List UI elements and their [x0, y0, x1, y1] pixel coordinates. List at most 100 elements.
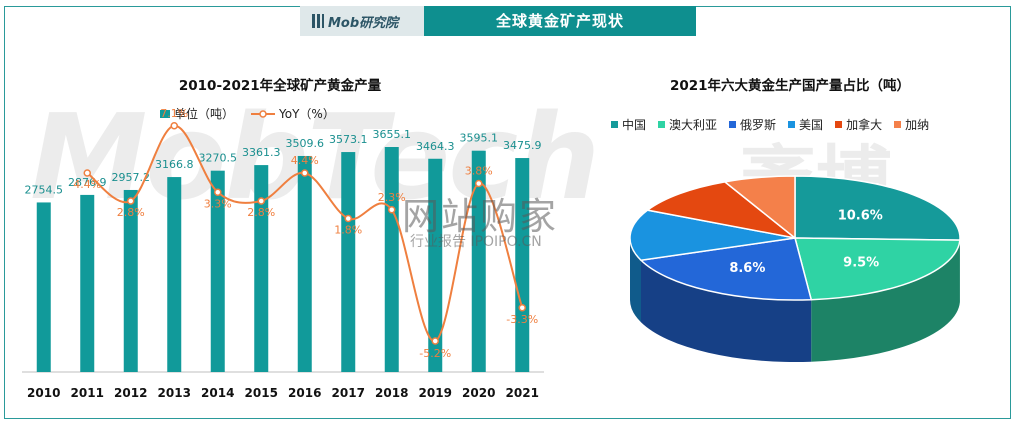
- x-tick-2015: 2015: [245, 386, 278, 400]
- yoy-label-2015: 2.8%: [247, 206, 275, 219]
- yoy-label-2021: -3.3%: [506, 313, 538, 326]
- pie-slice-俄罗斯: [639, 237, 813, 301]
- bar-2014: [210, 170, 225, 372]
- bar-2019: [428, 158, 443, 372]
- yoy-label-2016: 4.4%: [291, 154, 319, 167]
- bar-2012: [123, 189, 138, 372]
- yoy-point-2017: [344, 214, 352, 223]
- yoy-label-2018: 2.3%: [378, 191, 406, 204]
- x-tick-2014: 2014: [201, 386, 234, 400]
- pie-legend-swatch: [788, 121, 796, 128]
- yoy-label-2017: 1.8%: [334, 224, 362, 237]
- pie-slice-加拿大: [645, 181, 796, 239]
- legend-swatch-bar: [160, 109, 170, 118]
- bar-label-2017: 3573.1: [329, 133, 368, 146]
- pie-legend-item: 中国: [611, 116, 646, 133]
- pie-legend-label: 加纳: [905, 118, 930, 132]
- legend-swatch-line: [251, 109, 276, 118]
- bar-chart-legend: 单位（吨） YoY（%）: [160, 105, 351, 122]
- yoy-point-2021: [518, 304, 526, 312]
- pie-label-澳大利亚: 9.5%: [843, 255, 879, 270]
- pie-legend-item: 加拿大: [835, 116, 882, 133]
- pie-legend-label: 澳大利亚: [669, 118, 718, 132]
- logo-text: Mob研究院: [328, 15, 399, 31]
- pie-chart: 10.6% 9.5% 8.6%: [629, 175, 961, 362]
- yoy-point-2020: [475, 179, 483, 188]
- pie-legend-swatch: [894, 121, 902, 128]
- x-tick-2019: 2019: [419, 386, 452, 400]
- pie-chart-legend: 中国 澳大利亚 俄罗斯 美国 加拿大 加纳: [611, 116, 941, 133]
- pie-legend-label: 美国: [799, 118, 824, 132]
- pie-label-俄罗斯: 8.6%: [729, 261, 765, 276]
- x-tick-2021: 2021: [506, 386, 539, 400]
- bar-label-2016: 3509.6: [286, 137, 325, 150]
- yoy-point-2011: [83, 169, 91, 177]
- pie-slice-中国: [794, 175, 961, 241]
- legend-item-bar: 单位（吨）: [160, 105, 234, 122]
- bar-label-2018: 3655.1: [373, 128, 412, 141]
- x-tick-2017: 2017: [332, 386, 365, 400]
- pie-legend-label: 中国: [622, 118, 647, 132]
- legend-label-bar: 单位（吨）: [174, 107, 235, 121]
- bar-label-2014: 3270.5: [199, 152, 238, 165]
- pie-legend-item: 澳大利亚: [658, 116, 717, 133]
- page-title: 全球黄金矿产现状: [495, 12, 624, 30]
- watermark-site: 网站购家: [402, 195, 558, 238]
- pie-side-俄罗斯: [640, 260, 812, 362]
- bar-2015: [254, 165, 269, 372]
- bar-label-2021: 3475.9: [503, 139, 542, 152]
- yoy-point-2019: [431, 337, 439, 345]
- bar-label-2013: 3166.8: [155, 158, 194, 171]
- logo-icon: [312, 14, 324, 28]
- bar-2010: [36, 202, 51, 372]
- bar-label-2010: 2754.5: [25, 183, 64, 196]
- pie-legend-swatch: [729, 121, 737, 128]
- x-tick-2016: 2016: [288, 386, 321, 400]
- bar-label-2012: 2957.2: [112, 171, 151, 184]
- pie-legend-swatch: [611, 121, 618, 128]
- watermark-site-sub: 行业报告 IPOIPO.CN: [410, 234, 542, 250]
- pie-slice-加纳: [723, 175, 796, 240]
- legend-label-line: YoY（%）: [279, 107, 335, 121]
- header-bar: Mob研究院 全球黄金矿产现状: [300, 6, 696, 36]
- bar-label-2020: 3595.1: [460, 132, 499, 145]
- bar-2013: [167, 177, 182, 372]
- bar-2011: [80, 194, 95, 372]
- pie-legend-item: 美国: [788, 116, 823, 133]
- x-tick-2013: 2013: [158, 386, 191, 400]
- bar-2018: [384, 147, 399, 372]
- yoy-label-2011: 4.4%: [73, 178, 101, 191]
- bar-line-chart: 2754.5 2010 2876.9 2011 2957.2 2012 3166.8 2013…: [22, 107, 544, 400]
- bar-label-2011: 2876.9: [68, 176, 107, 189]
- pie-slice-美国: [629, 209, 796, 262]
- pie-slice-澳大利亚: [794, 237, 961, 301]
- x-tick-2020: 2020: [462, 386, 495, 400]
- yoy-point-2012: [127, 197, 135, 205]
- pie-legend-label: 加拿大: [846, 118, 883, 132]
- bar-label-2015: 3361.3: [242, 146, 281, 159]
- pie-legend-item: 俄罗斯: [729, 116, 776, 133]
- yoy-label-2012: 2.8%: [117, 206, 145, 219]
- yoy-label-2013: 7.1%: [160, 107, 188, 120]
- pie-legend-item: 加纳: [894, 116, 929, 133]
- bar-2017: [341, 152, 356, 372]
- pie-legend-swatch: [658, 121, 666, 128]
- x-tick-2012: 2012: [114, 386, 147, 400]
- yoy-point-2016: [301, 169, 309, 177]
- pie-side-美国: [630, 238, 641, 323]
- yoy-label-2014: 3.3%: [204, 197, 232, 210]
- x-tick-2011: 2011: [71, 386, 104, 400]
- pie-side-澳大利亚: [811, 240, 960, 362]
- x-tick-2010: 2010: [27, 386, 60, 400]
- bar-2020: [471, 150, 486, 372]
- yoy-point-2018: [388, 206, 396, 214]
- pie-chart-title: 2021年六大黄金生产国产量占比（吨）: [669, 78, 911, 94]
- bar-2016: [297, 155, 312, 372]
- yoy-label-2019: -5.2%: [419, 347, 451, 360]
- bar-label-2019: 3464.3: [416, 140, 455, 153]
- logo: Mob研究院: [300, 6, 424, 36]
- bar-chart-title: 2010-2021年全球矿产黄金产量: [178, 78, 382, 94]
- x-tick-2018: 2018: [375, 386, 408, 400]
- yoy-label-2020: 3.8%: [465, 165, 493, 178]
- legend-item-line: YoY（%）: [250, 105, 335, 122]
